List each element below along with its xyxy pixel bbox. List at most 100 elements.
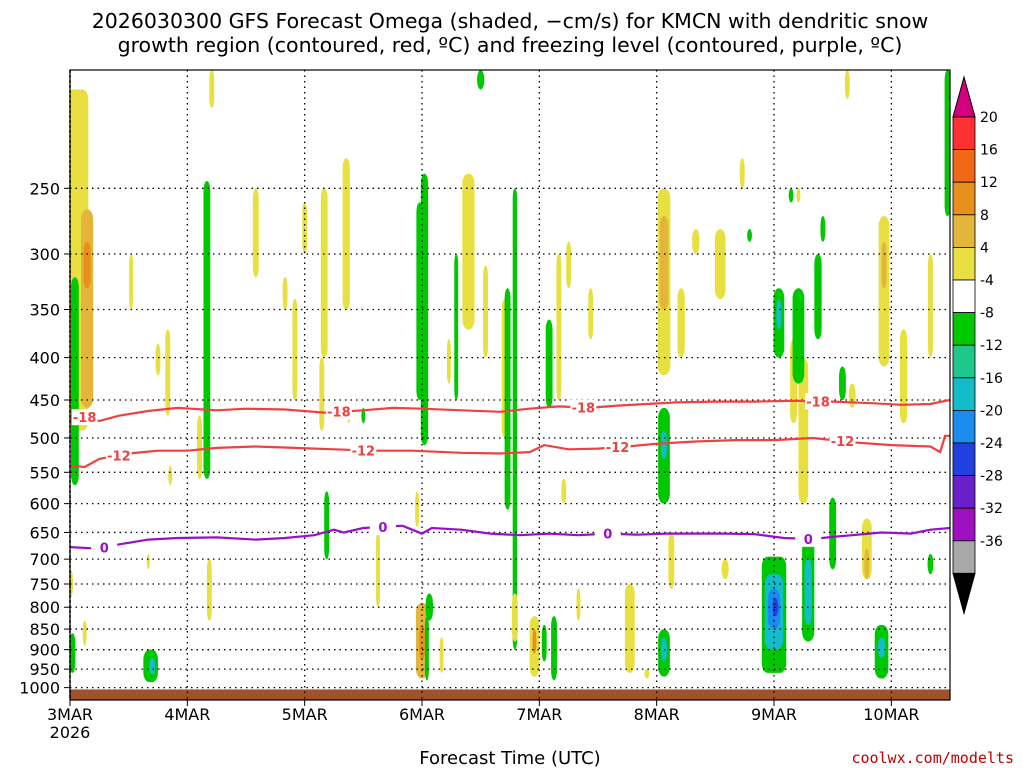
colorbar-label: -12	[980, 338, 1003, 354]
x-tick-label: 10MAR	[863, 705, 919, 724]
omega-cell	[814, 253, 822, 340]
omega-cell	[282, 277, 288, 310]
colorbar-bin	[952, 507, 976, 542]
colorbar-bin	[952, 540, 976, 574]
contour-label-bg	[369, 518, 396, 535]
contour-label-bg	[829, 433, 856, 450]
y-tick-label: 650	[29, 523, 60, 542]
omega-cell	[776, 299, 782, 330]
chart-title-line-1: 2026030300 GFS Forecast Omega (shaded, −…	[92, 9, 929, 33]
omega-cell	[203, 181, 211, 479]
y-tick-label: 350	[29, 301, 60, 320]
omega-cell	[454, 253, 459, 401]
colorbar-label: -8	[980, 306, 994, 322]
x-tick-label: 5MAR	[282, 705, 328, 724]
omega-cell	[576, 588, 581, 621]
y-tick-label: 400	[29, 349, 60, 368]
contour-label: -18	[806, 395, 830, 410]
omega-cell	[320, 188, 328, 358]
omega-cell	[439, 637, 444, 673]
contour-label-bg	[105, 447, 132, 464]
colorbar-label: 16	[980, 143, 998, 159]
omega-cell	[70, 633, 76, 673]
y-tick-label: 700	[29, 550, 60, 569]
contour-label-bg	[71, 409, 98, 426]
y-axis: 250 300 350 400 450 500 550 600 650 700 750 800 850 9…	[19, 179, 70, 698]
omega-cell	[512, 188, 518, 650]
colorbar-label: -20	[980, 403, 1003, 419]
x-tick-label: 4MAR	[164, 705, 210, 724]
y-tick-label: 300	[29, 245, 60, 264]
omega-cell	[324, 491, 330, 560]
omega-cell	[692, 229, 700, 254]
omega-cell	[561, 478, 567, 504]
omega-cell	[721, 559, 729, 580]
y-tick-label: 550	[29, 463, 60, 482]
y-tick-label: 1000	[19, 679, 60, 698]
colorbar-label: -24	[980, 436, 1003, 452]
omega-cell	[319, 357, 325, 431]
omega-cell	[624, 583, 635, 673]
omega-cell	[168, 465, 173, 486]
omega-cell	[165, 329, 171, 416]
contour-label-bg	[594, 525, 621, 542]
omega-cell	[209, 70, 215, 108]
contour-line	[70, 434, 950, 469]
omega-cell	[556, 253, 562, 401]
omega-cell	[878, 216, 890, 367]
contour-label: -18	[327, 406, 351, 421]
colorbar-bin	[952, 181, 976, 216]
omega-cell	[927, 553, 934, 575]
contour-label-bg	[795, 530, 822, 547]
omega-cell	[483, 265, 488, 358]
omega-cell	[829, 497, 837, 570]
colorbar-bin	[952, 344, 976, 379]
colorbar-bin	[952, 116, 976, 150]
omega-cell	[659, 216, 669, 310]
omega-cell	[155, 343, 161, 376]
omega-cell	[661, 430, 667, 459]
omega-cell	[877, 637, 886, 658]
colorbar-label: 12	[980, 175, 998, 191]
omega-cell	[206, 559, 212, 621]
contour-label-bg	[604, 439, 631, 456]
x-tick-label: 8MAR	[634, 705, 680, 724]
omega-cell	[747, 229, 752, 242]
colorbar-bin	[952, 475, 976, 509]
contour-label-bg	[325, 403, 352, 420]
y-tick-label: 750	[29, 575, 60, 594]
contour-label-bg	[350, 442, 377, 459]
colorbar-bin	[952, 409, 976, 444]
omega-cell	[252, 188, 259, 278]
contour-label: 0	[100, 542, 109, 557]
omega-cell	[197, 415, 202, 479]
colorbar-label: 8	[980, 208, 989, 224]
omega-cell	[477, 70, 485, 90]
omega-cell	[644, 669, 650, 679]
omega-cell	[292, 299, 298, 401]
omega-cell	[588, 288, 594, 340]
ground-fill	[70, 689, 950, 700]
contour-label: -18	[572, 402, 596, 417]
colorbar-bin	[952, 442, 976, 476]
omega-cell	[511, 593, 518, 642]
colorbar-label: -36	[980, 534, 1003, 550]
omega-cell	[839, 366, 846, 401]
colorbar-label: 20	[980, 110, 998, 126]
omega-cell	[462, 173, 475, 330]
omega-cell	[551, 616, 557, 681]
contour-label-bg	[570, 399, 597, 416]
colorbar-bin	[952, 149, 976, 183]
y-tick-label: 250	[29, 179, 60, 198]
omega-cell	[820, 216, 826, 242]
omega-cell	[82, 620, 87, 646]
omega-cell	[881, 241, 887, 289]
credit-text: coolwx.com/modelts	[851, 749, 1014, 767]
omega-cell	[714, 229, 726, 300]
contour-label: -12	[831, 435, 855, 450]
omega-cell	[541, 624, 547, 662]
y-tick-label: 800	[29, 598, 60, 617]
x-tick-year-label: 2026	[50, 723, 91, 742]
y-tick-label: 600	[29, 495, 60, 514]
